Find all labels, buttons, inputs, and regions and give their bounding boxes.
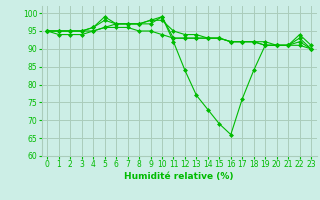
X-axis label: Humidité relative (%): Humidité relative (%) [124, 172, 234, 181]
